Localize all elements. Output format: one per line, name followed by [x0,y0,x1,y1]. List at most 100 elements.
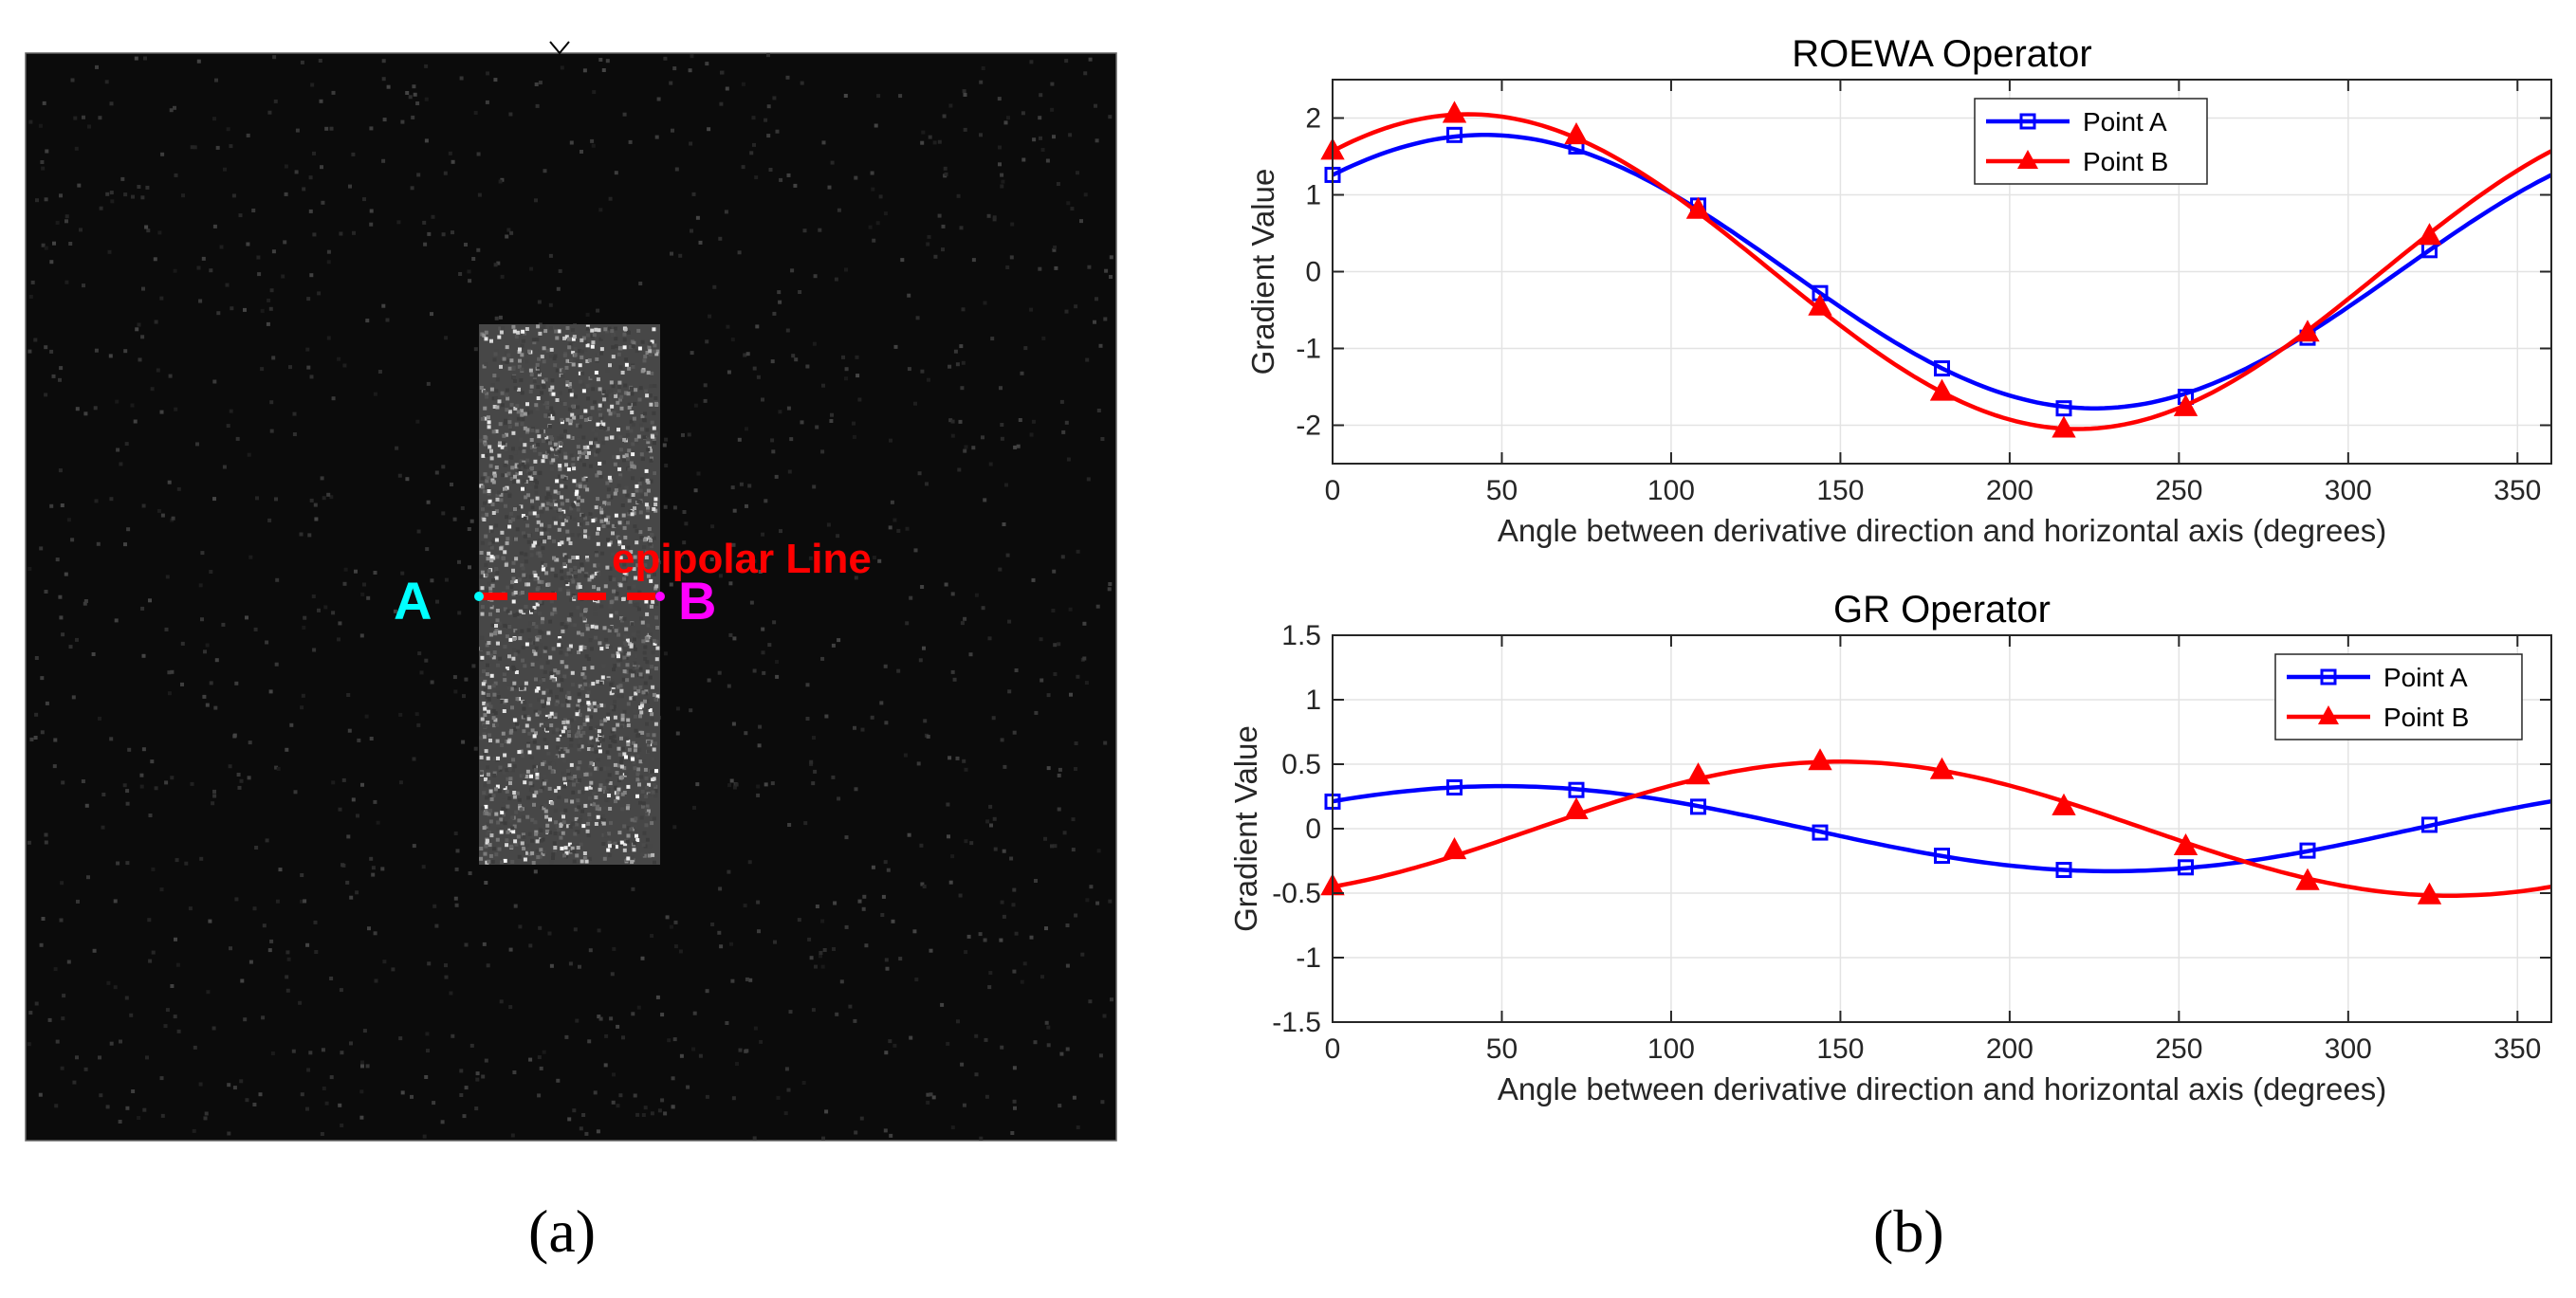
target-pixel [485,452,489,457]
target-pixel [538,834,543,839]
target-pixel [552,356,557,361]
target-pixel [553,846,558,850]
speckle-pixel [60,881,64,886]
target-pixel [644,689,649,694]
target-pixel [622,489,627,494]
target-pixel [510,815,515,820]
target-pixel [597,328,601,333]
speckle-pixel [146,229,151,233]
speckle-pixel [752,366,757,371]
speckle-pixel [235,436,240,441]
speckle-pixel [154,786,158,791]
target-pixel [632,697,636,701]
speckle-pixel [234,681,239,686]
speckle-pixel [830,160,835,165]
speckle-pixel [927,377,930,382]
speckle-pixel [425,1032,430,1036]
target-pixel [576,445,580,449]
speckle-pixel [294,170,299,174]
target-pixel [519,749,524,754]
speckle-pixel [749,151,754,155]
speckle-pixel [744,731,748,736]
speckle-pixel [196,59,201,64]
target-pixel [648,448,653,453]
speckle-pixel [369,209,374,213]
speckle-pixel [44,832,48,837]
target-pixel [644,599,649,604]
target-pixel [502,770,506,775]
target-pixel [570,576,575,580]
speckle-pixel [556,286,561,291]
speckle-pixel [1013,445,1018,449]
target-pixel [539,829,543,832]
target-pixel [553,442,558,447]
target-pixel [619,406,624,411]
target-pixel [617,380,622,385]
target-pixel [488,794,492,798]
speckle-pixel [588,948,593,953]
speckle-pixel [960,386,965,391]
target-pixel [622,525,627,530]
y-tick-label: -0.5 [1272,878,1321,909]
speckle-pixel [201,256,206,261]
speckle-pixel [506,228,511,232]
speckle-pixel [338,807,342,812]
target-pixel [548,441,552,446]
speckle-pixel [952,677,957,682]
target-pixel [616,791,620,795]
speckle-pixel [369,126,374,131]
target-pixel [562,759,567,763]
target-pixel [528,621,532,626]
speckle-pixel [160,152,165,156]
speckle-pixel [30,280,35,284]
speckle-pixel [827,185,832,190]
target-pixel [598,641,602,646]
speckle-pixel [997,97,1002,101]
target-pixel [644,812,649,816]
target-pixel [486,557,490,561]
speckle-pixel [643,1106,648,1110]
target-pixel [555,824,560,829]
target-pixel [535,602,540,607]
speckle-pixel [725,1021,729,1025]
target-pixel [572,595,577,599]
target-pixel [526,495,530,500]
speckle-pixel [1039,136,1042,140]
target-pixel [585,487,590,492]
target-pixel [523,609,527,613]
target-pixel [481,453,486,458]
target-pixel [541,439,545,444]
speckle-pixel [38,123,43,128]
target-pixel [570,670,575,675]
target-pixel [650,712,654,717]
target-pixel [488,612,492,616]
target-pixel [517,577,522,582]
target-pixel [583,516,588,521]
speckle-pixel [1050,82,1055,86]
target-pixel [568,509,573,514]
target-pixel [568,541,573,545]
speckle-pixel [222,465,227,469]
target-pixel [535,481,540,485]
target-pixel [630,512,635,517]
target-pixel [574,807,579,812]
target-pixel [634,576,638,580]
target-pixel [550,674,555,679]
target-pixel [636,630,641,634]
y-axis-label: Gradient Value [1245,169,1280,375]
speckle-pixel [778,300,782,304]
speckle-pixel [471,257,476,261]
target-pixel [531,338,536,342]
target-pixel [554,329,559,334]
target-pixel [500,810,505,814]
target-pixel [635,734,640,739]
target-pixel [653,794,658,798]
speckle-pixel [108,354,113,358]
target-pixel [635,746,640,751]
speckle-pixel [1083,71,1088,76]
target-pixel [649,539,653,543]
target-pixel [559,823,563,828]
target-pixel [607,524,612,529]
speckle-pixel [267,518,272,522]
target-pixel [638,800,642,805]
